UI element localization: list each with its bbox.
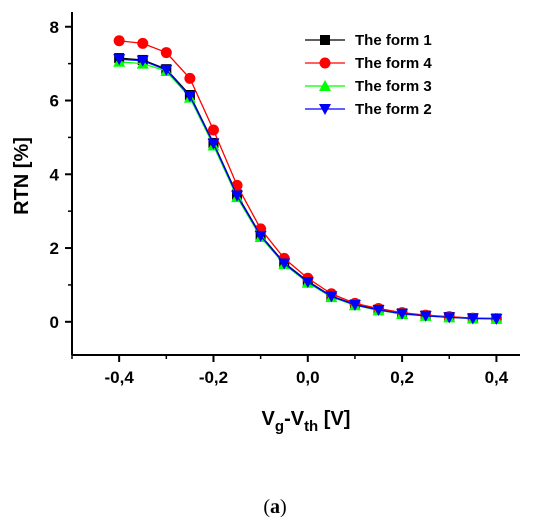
legend-item: The form 4 — [305, 55, 432, 72]
legend-label: The form 2 — [355, 101, 432, 118]
x-tick-label: -0,2 — [199, 368, 228, 387]
caption-close: ) — [280, 496, 287, 518]
legend-marker — [319, 104, 331, 115]
data-point — [419, 310, 432, 322]
y-axis-label: RTN [%] — [11, 137, 33, 215]
legend-marker — [319, 57, 331, 69]
data-point — [490, 313, 503, 325]
legend-label: The form 1 — [355, 32, 432, 49]
y-tick-label: 2 — [50, 239, 59, 258]
caption-open: ( — [263, 496, 270, 518]
data-point — [160, 47, 172, 59]
x-label-unit: [V] — [318, 408, 350, 430]
x-tick-label: -0,4 — [105, 368, 135, 387]
x-label-minus-v: -V — [284, 408, 305, 430]
x-label-sub-th: th — [304, 418, 318, 435]
data-point — [231, 190, 244, 202]
data-point — [301, 276, 314, 288]
data-point — [207, 124, 219, 136]
y-tick-label: 4 — [50, 165, 60, 184]
legend-item: The form 2 — [305, 101, 432, 118]
data-point — [372, 305, 385, 317]
data-point — [443, 312, 456, 324]
data-point — [348, 299, 361, 311]
data-point — [183, 91, 196, 103]
y-tick-label: 0 — [50, 313, 59, 332]
data-point — [278, 258, 291, 270]
data-point — [136, 55, 149, 67]
legend-marker — [320, 35, 330, 45]
data-point — [325, 291, 338, 303]
x-tick-label: 0,0 — [296, 368, 320, 387]
data-point — [113, 35, 125, 47]
series-group — [113, 35, 503, 325]
x-tick-label: 0,2 — [390, 368, 414, 387]
data-point — [207, 138, 220, 150]
x-label-sub-g: g — [275, 418, 284, 435]
legend-item: The form 1 — [305, 32, 432, 49]
legend-marker — [319, 80, 331, 91]
data-point — [160, 64, 173, 76]
y-tick-label: 8 — [50, 18, 59, 37]
data-point — [137, 37, 149, 49]
y-tick-label: 6 — [50, 92, 59, 111]
data-point — [184, 72, 196, 84]
legend-label: The form 3 — [355, 78, 432, 95]
legend-label: The form 4 — [355, 55, 432, 72]
data-point — [396, 308, 409, 320]
caption-letter: a — [270, 496, 280, 518]
legend-item: The form 3 — [305, 78, 432, 95]
x-axis-label: Vg-Vth [V] — [262, 408, 351, 435]
data-point — [254, 230, 267, 242]
x-tick-label: 0,4 — [485, 368, 509, 387]
series-the-form-2 — [113, 54, 503, 325]
legend: The form 1 The form 4 The form 3 The form 2 — [305, 32, 432, 118]
x-label-v: V — [262, 408, 276, 430]
data-point — [466, 313, 479, 325]
axes-group: -0,4 -0,2 0,0 0,2 0,4 0 2 4 6 8 — [50, 12, 520, 387]
figure-caption: (a) — [0, 496, 550, 519]
data-point — [113, 54, 126, 66]
